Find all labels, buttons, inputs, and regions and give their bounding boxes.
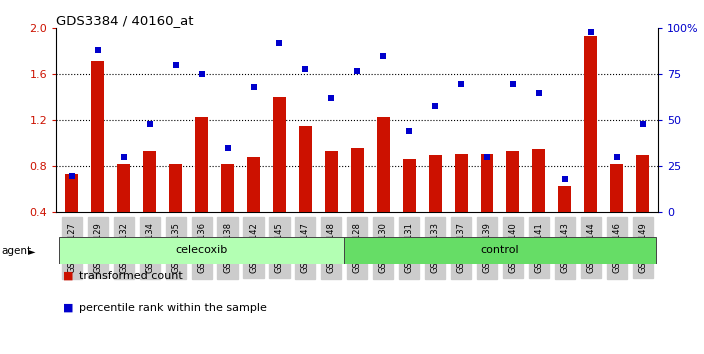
FancyBboxPatch shape	[59, 237, 344, 264]
Point	[351, 68, 363, 74]
Point	[300, 66, 311, 72]
Bar	[143, 152, 156, 212]
Text: ►: ►	[28, 246, 36, 256]
Point	[508, 81, 519, 86]
Point	[170, 62, 182, 68]
Bar	[377, 117, 390, 212]
Text: ■: ■	[63, 271, 74, 281]
Bar	[610, 164, 623, 212]
Point	[482, 154, 493, 160]
Bar	[558, 186, 572, 212]
Point	[559, 176, 570, 182]
Bar	[169, 164, 182, 212]
Bar	[299, 126, 312, 212]
Bar	[351, 148, 364, 212]
Point	[637, 121, 648, 127]
Bar	[247, 157, 260, 212]
Bar	[532, 149, 546, 212]
Bar	[273, 97, 286, 212]
Bar	[429, 155, 441, 212]
Bar	[455, 154, 467, 212]
Point	[429, 103, 441, 108]
Text: GDS3384 / 40160_at: GDS3384 / 40160_at	[56, 14, 194, 27]
Point	[144, 121, 156, 127]
FancyBboxPatch shape	[344, 237, 655, 264]
Text: percentile rank within the sample: percentile rank within the sample	[79, 303, 267, 313]
Bar	[506, 152, 520, 212]
Text: transformed count: transformed count	[79, 271, 182, 281]
Point	[377, 53, 389, 59]
Bar	[636, 155, 649, 212]
Point	[611, 154, 622, 160]
Bar	[118, 164, 130, 212]
Text: celecoxib: celecoxib	[175, 245, 227, 256]
Point	[455, 81, 467, 86]
Text: control: control	[481, 245, 520, 256]
Point	[196, 72, 207, 77]
Text: agent: agent	[1, 246, 32, 256]
Bar	[65, 175, 78, 212]
Point	[248, 84, 259, 90]
Point	[274, 40, 285, 46]
Point	[222, 145, 233, 151]
Point	[326, 96, 337, 101]
Point	[403, 129, 415, 134]
Bar	[481, 154, 494, 212]
Bar	[92, 61, 104, 212]
Point	[118, 154, 130, 160]
Point	[533, 90, 544, 96]
Bar	[403, 160, 415, 212]
Bar	[325, 152, 338, 212]
Bar	[584, 36, 597, 212]
Bar	[221, 164, 234, 212]
Point	[66, 173, 77, 178]
Bar	[195, 117, 208, 212]
Text: ■: ■	[63, 303, 74, 313]
Point	[92, 47, 103, 53]
Point	[585, 29, 596, 35]
